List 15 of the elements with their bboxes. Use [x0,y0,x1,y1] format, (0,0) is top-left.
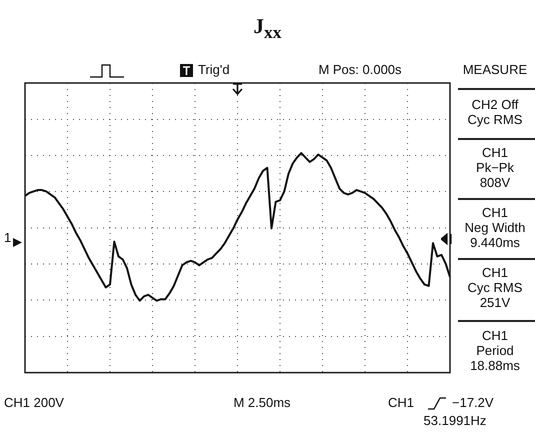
text: 1 [4,230,12,245]
text: −17.2V [452,395,495,410]
text: 53.1991Hz [422,413,488,428]
text: M 2.50ms [232,395,292,410]
text: CH1 Cyc RMS 251V [466,265,524,310]
text: MEASURE [462,62,528,77]
chart-title: J$_{xx}$ [252,14,282,44]
text: CH1 [388,395,416,410]
text: M Pos: 0.000s [317,62,403,77]
text: CH2 Off Cyc RMS [466,97,524,127]
text: CH1 Pk−Pk 808V [475,145,515,190]
text: CH1 Period 18.88ms [469,328,521,373]
text: CH1 Neg Width 9.440ms [464,205,526,250]
text: Trig'd [198,62,231,77]
text: CH1 200V [4,395,65,410]
